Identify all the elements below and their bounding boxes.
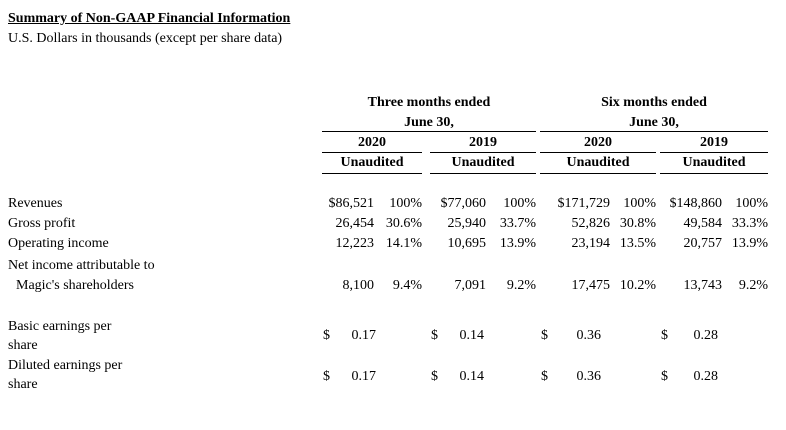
cell-percent: 30.6% [385,216,422,231]
year-header: 2020 [358,135,386,150]
cell-value: $86,521 [328,196,375,211]
row-label-basic-eps-line2: share [8,338,38,353]
cell-percent: 14.1% [385,236,422,251]
unaudited-label: Unaudited [566,155,630,170]
cell-value: $171,729 [557,196,611,211]
cell-value: 25,940 [447,216,487,231]
eps-value: 0.14 [459,369,485,384]
year-rule [322,152,422,153]
cell-value: $77,060 [440,196,487,211]
cell-value: 49,584 [683,216,723,231]
unaudited-label: Unaudited [451,155,515,170]
currency-symbol: $ [541,369,548,384]
year-rule [430,152,536,153]
cell-percent: 30.8% [619,216,656,231]
cell-percent: 13.5% [619,236,656,251]
currency-symbol: $ [323,369,330,384]
cell-percent: 33.7% [499,216,536,231]
cell-percent: 9.2% [738,278,768,293]
unaudited-rule [540,173,656,174]
cell-value: 23,194 [571,236,611,251]
unaudited-label: Unaudited [682,155,746,170]
eps-value: 0.28 [693,328,719,343]
row-label-operating-income: Operating income [8,236,109,251]
year-rule [660,152,768,153]
cell-value: 7,091 [454,278,487,293]
cell-value: 12,223 [335,236,375,251]
currency-symbol: $ [431,328,438,343]
unaudited-rule [660,173,768,174]
unaudited-rule [430,173,536,174]
cell-percent: 10.2% [619,278,656,293]
unaudited-rule [322,173,422,174]
cell-percent: 9.2% [506,278,536,293]
document-title: Summary of Non-GAAP Financial Informatio… [8,11,291,26]
cell-percent: 100% [735,196,768,211]
document-subtitle: U.S. Dollars in thousands (except per sh… [8,31,283,46]
eps-value: 0.14 [459,328,485,343]
cell-value: $148,860 [669,196,723,211]
row-label-basic-eps: Basic earnings per [8,319,112,334]
cell-percent: 13.9% [731,236,768,251]
year-header: 2019 [469,135,497,150]
cell-value: 10,695 [447,236,487,251]
cell-percent: 100% [389,196,422,211]
year-rule [540,152,656,153]
header-rule-three-months [322,131,536,132]
row-label-diluted-eps-line2: share [8,377,38,392]
currency-symbol: $ [431,369,438,384]
cell-percent: 33.3% [731,216,768,231]
cell-value: 13,743 [683,278,723,293]
currency-symbol: $ [661,369,668,384]
eps-value: 0.17 [351,369,377,384]
period-subheading-six-months: June 30, [629,115,679,130]
cell-percent: 100% [623,196,656,211]
cell-percent: 13.9% [499,236,536,251]
cell-value: 52,826 [571,216,611,231]
row-label-revenues: Revenues [8,196,63,211]
currency-symbol: $ [541,328,548,343]
row-label-net-income: Net income attributable to [8,258,155,273]
cell-value: 20,757 [683,236,723,251]
row-label-net-income-line2: Magic's shareholders [16,278,134,293]
year-header: 2020 [584,135,612,150]
period-heading-six-months: Six months ended [601,95,707,110]
cell-percent: 9.4% [392,278,422,293]
eps-value: 0.36 [576,369,602,384]
header-rule-six-months [540,131,768,132]
eps-value: 0.17 [351,328,377,343]
period-subheading-three-months: June 30, [404,115,454,130]
currency-symbol: $ [661,328,668,343]
row-label-gross-profit: Gross profit [8,216,76,231]
row-label-diluted-eps: Diluted earnings per [8,358,123,373]
cell-value: 26,454 [335,216,375,231]
cell-value: 8,100 [342,278,375,293]
year-header: 2019 [700,135,728,150]
eps-value: 0.28 [693,369,719,384]
period-heading-three-months: Three months ended [367,95,491,110]
cell-percent: 100% [503,196,536,211]
unaudited-label: Unaudited [340,155,404,170]
cell-value: 17,475 [571,278,611,293]
eps-value: 0.36 [576,328,602,343]
currency-symbol: $ [323,328,330,343]
